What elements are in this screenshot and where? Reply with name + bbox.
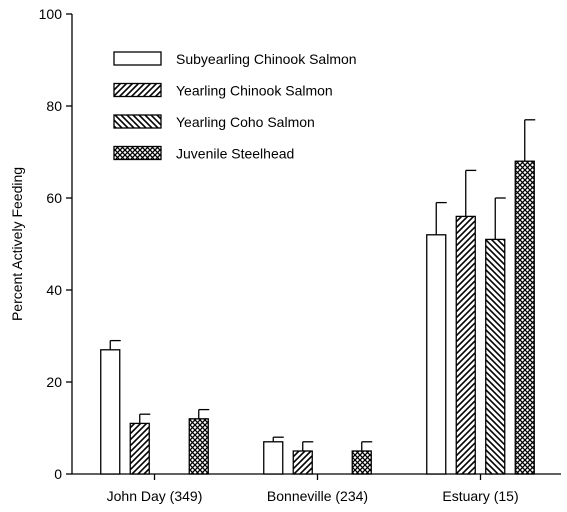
bar [352, 451, 371, 474]
legend-swatch [114, 147, 161, 160]
y-tick-label: 100 [39, 6, 63, 22]
bar [189, 419, 208, 474]
y-axis-title: Percent Actively Feeding [9, 167, 25, 321]
x-tick-label: Bonneville (234) [267, 488, 368, 504]
legend-label: Juvenile Steelhead [176, 146, 294, 162]
legend-label: Yearling Coho Salmon [176, 114, 315, 130]
plot-area: 0 20 40 60 80 100 Percent Actively Feeding John… [9, 6, 561, 504]
x-tick-label: Estuary (15) [442, 488, 518, 504]
legend-label: Subyearling Chinook Salmon [176, 51, 357, 67]
bar [427, 235, 446, 474]
y-tick-label: 20 [46, 374, 62, 390]
legend-swatch [114, 52, 161, 65]
y-tick-label: 80 [46, 98, 62, 114]
y-tick-label: 60 [46, 190, 62, 206]
y-tick-label: 0 [54, 466, 62, 482]
bar [456, 216, 475, 474]
bar [130, 423, 149, 474]
legend-swatch [114, 115, 161, 128]
legend-swatch [114, 84, 161, 97]
bar [293, 451, 312, 474]
legend-label: Yearling Chinook Salmon [176, 83, 333, 99]
bar [515, 161, 534, 474]
y-tick-label: 40 [46, 282, 62, 298]
bar [101, 350, 120, 474]
bar [264, 442, 283, 474]
x-tick-label: John Day (349) [107, 488, 203, 504]
bar [486, 239, 505, 474]
legend: Subyearling Chinook Salmon Yearling Chino… [114, 51, 357, 162]
